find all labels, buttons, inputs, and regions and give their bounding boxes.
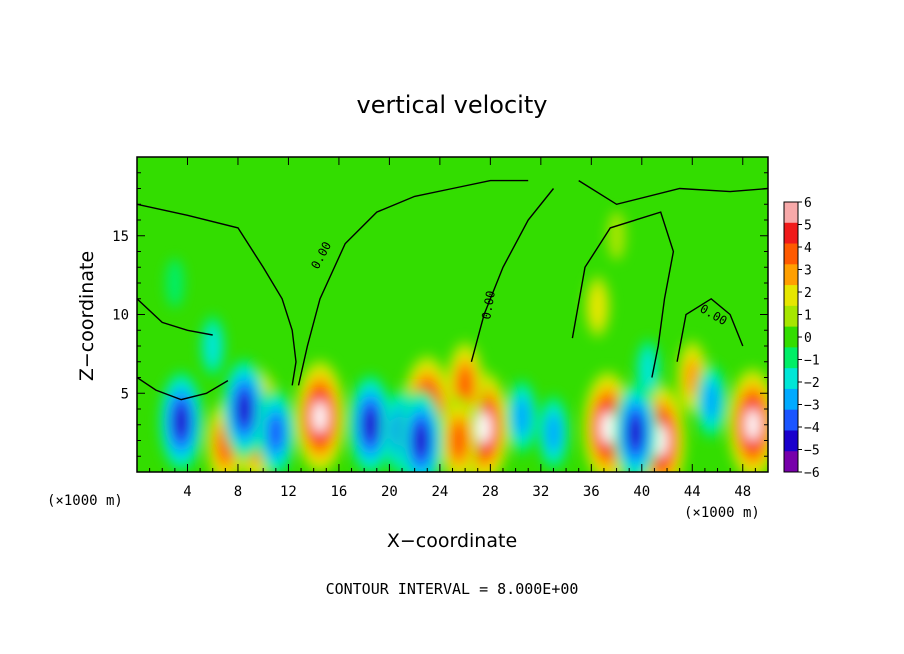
velocity-cell <box>451 422 467 459</box>
colorbar-tick-label: 2 <box>804 286 812 301</box>
zero-contour-line <box>297 179 529 386</box>
colorbar-tick-label: −5 <box>804 444 820 459</box>
x-tick-label: 12 <box>280 484 297 500</box>
contour-label: 0.00 <box>479 290 498 321</box>
velocity-cell <box>204 325 221 367</box>
velocity-core <box>476 411 492 444</box>
velocity-cell <box>545 413 562 452</box>
colorbar-swatch <box>784 409 798 431</box>
velocity-core <box>600 411 615 444</box>
x-tick-label: 4 <box>183 484 191 500</box>
colorbar-tick-label: 4 <box>804 241 812 256</box>
y-axis: 5 10 15 <box>112 172 768 457</box>
x-tick-label: 44 <box>684 484 701 500</box>
y-axis-label: Z−coordinate <box>76 251 98 381</box>
colorbar-swatch <box>784 202 798 224</box>
velocity-cell <box>684 358 701 397</box>
velocity-field <box>159 211 768 472</box>
chart-title: vertical velocity <box>357 91 548 119</box>
colorbar: 6 5 4 3 2 1 0 −1 −2 −3 −4 −5 −6 <box>783 196 820 481</box>
velocity-cell <box>607 211 626 261</box>
x-tick-label: 32 <box>532 484 549 500</box>
colorbar-swatch <box>784 430 798 452</box>
plot-area <box>137 157 768 472</box>
velocity-cell <box>589 285 606 328</box>
colorbar-swatch <box>784 368 798 390</box>
velocity-core <box>745 408 760 441</box>
zero-contour-line <box>578 180 768 206</box>
colorbar-tick-label: −2 <box>804 376 820 391</box>
x-tick-label: 40 <box>633 484 650 500</box>
zero-contour-line <box>137 376 229 401</box>
colorbar-tick-label: −6 <box>804 466 820 481</box>
colorbar-tick-label: 5 <box>804 219 812 234</box>
zero-contour-line <box>470 188 555 362</box>
velocity-cell <box>363 407 378 442</box>
y-tick-label: 10 <box>112 308 129 324</box>
colorbar-swatch <box>784 243 798 265</box>
velocity-cell <box>628 415 643 450</box>
colorbar-tick-label: 0 <box>804 331 812 346</box>
velocity-cell <box>703 382 720 420</box>
y-tick-label: 15 <box>112 229 129 245</box>
velocity-cell <box>514 398 530 436</box>
colorbar-swatch <box>784 326 798 348</box>
colorbar-tick-label: 3 <box>804 264 812 279</box>
colorbar-tick-label: −3 <box>804 399 820 414</box>
x-unit-left: (×1000 m) <box>47 493 123 509</box>
zero-contours <box>137 179 768 401</box>
x-tick-label: 24 <box>431 484 448 500</box>
velocity-cell <box>268 415 284 451</box>
velocity-cell <box>457 367 473 403</box>
y-tick-label: 5 <box>121 386 129 402</box>
colorbar-swatch <box>784 264 798 286</box>
colorbar-tick-label: −1 <box>804 354 820 369</box>
colorbar-swatch <box>784 451 798 473</box>
contour-labels: 0.00 0.00 0.00 <box>308 239 729 328</box>
colorbar-tick-label: 1 <box>804 309 812 324</box>
x-tick-label: 16 <box>330 484 347 500</box>
x-tick-label: 8 <box>234 484 242 500</box>
x-tick-label: 36 <box>583 484 600 500</box>
velocity-cell <box>413 423 429 458</box>
contour-interval-note: CONTOUR INTERVAL = 8.000E+00 <box>326 580 579 598</box>
colorbar-swatch <box>784 285 798 307</box>
zero-contour-line <box>571 211 675 378</box>
colorbar-swatch <box>784 222 798 245</box>
colorbar-tick-label: 6 <box>804 196 812 211</box>
zero-contour-line <box>676 297 744 362</box>
velocity-cell <box>165 258 185 308</box>
x-tick-label: 28 <box>482 484 499 500</box>
velocity-cell <box>236 392 252 426</box>
colorbar-swatch <box>784 388 798 411</box>
velocity-cell <box>173 404 189 439</box>
colorbar-swatch <box>784 305 798 328</box>
x-tick-label: 48 <box>734 484 751 500</box>
velocity-core <box>312 400 328 433</box>
colorbar-swatch <box>784 347 798 369</box>
x-axis-label: X−coordinate <box>387 530 517 552</box>
x-axis: 4 8 12 16 20 24 28 32 36 40 44 48 <box>149 157 756 500</box>
velocity-cell <box>639 348 657 391</box>
zero-contour-line <box>137 203 297 386</box>
x-tick-label: 20 <box>381 484 398 500</box>
zero-contour-line <box>137 298 213 336</box>
x-unit-right: (×1000 m) <box>684 505 760 521</box>
colorbar-tick-label: −4 <box>804 421 820 436</box>
